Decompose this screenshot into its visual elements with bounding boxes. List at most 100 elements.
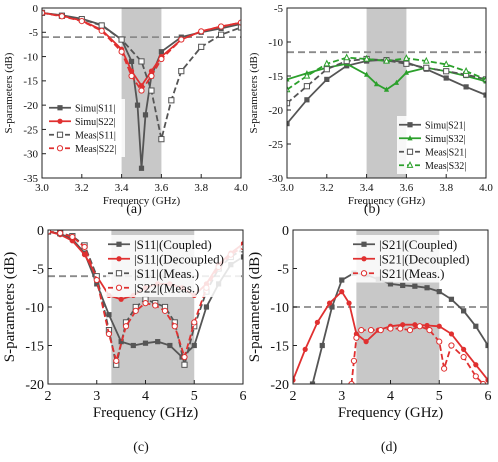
data-point <box>412 322 418 328</box>
data-point <box>181 361 188 368</box>
chart-panel-2: 3.0 3.2 3.4 3.6 3.8 4.0 -5 -10 -15 -20 -25 -30 Frequ… <box>248 3 493 207</box>
x-axis-label: Frequency (GHz) <box>93 405 198 421</box>
legend-marker <box>116 256 122 262</box>
x-tick-label: 3.6 <box>400 182 414 194</box>
y-tick-label: -20 <box>270 378 289 393</box>
data-point <box>363 339 369 345</box>
x-tick-label: 4 <box>142 389 149 404</box>
legend-marker <box>406 148 414 155</box>
series-line-1 <box>311 272 488 384</box>
legend-marker <box>407 122 413 128</box>
data-point <box>158 49 164 55</box>
x-tick-label: 3.0 <box>280 182 294 194</box>
data-point <box>78 18 85 25</box>
data-point <box>161 307 169 314</box>
x-axis-label: Frequency (GHz) <box>348 195 426 207</box>
legend-label: Meas|S21| <box>425 147 466 158</box>
data-point <box>436 338 443 345</box>
data-point <box>293 377 296 383</box>
data-point <box>323 66 330 73</box>
data-point <box>326 300 333 306</box>
series-group <box>287 53 486 127</box>
data-point <box>483 92 486 98</box>
data-point <box>387 325 394 332</box>
data-point <box>58 13 66 20</box>
data-point <box>393 79 400 85</box>
data-point <box>485 342 488 349</box>
y-tick-label: -20 <box>25 378 44 393</box>
plot-frame <box>41 7 242 179</box>
data-point <box>423 64 430 71</box>
legend-label: Simu|S22| <box>75 117 116 128</box>
data-point <box>106 312 112 318</box>
data-point <box>142 300 149 307</box>
data-point <box>105 330 113 338</box>
y-axis-label: S-parameters (dB) <box>3 52 15 133</box>
data-point <box>346 300 352 306</box>
x-tick-label: 3 <box>338 389 345 404</box>
data-point <box>367 327 375 334</box>
legend-marker <box>406 161 414 168</box>
caption-c: (c) <box>133 440 149 455</box>
data-point <box>98 22 105 29</box>
y-tick-label: -35 <box>23 173 38 185</box>
data-point <box>218 23 225 30</box>
data-point <box>436 289 442 295</box>
legend-label: Meas|S22| <box>75 144 116 155</box>
x-tick-label: 3.8 <box>194 182 208 194</box>
data-point <box>443 68 450 75</box>
data-point <box>152 302 159 309</box>
chart-panel-3: 2 3 4 5 6 0 -5 -10 -15 -20 Frequency (GHz) S-parame… <box>2 224 247 421</box>
data-point <box>339 277 345 283</box>
caption-d: (d) <box>380 440 398 455</box>
y-tick-label: -10 <box>268 37 283 49</box>
legend-label: |S11|(Decoupled) <box>134 251 224 266</box>
y-tick-label: -15 <box>23 76 38 88</box>
data-point <box>128 58 135 65</box>
data-point <box>93 276 100 284</box>
x-tick-label: 5 <box>436 389 443 404</box>
data-point <box>343 53 351 61</box>
series-group <box>42 9 241 171</box>
y-tick-label: -30 <box>268 173 283 185</box>
data-point <box>436 323 442 329</box>
data-point <box>81 252 88 258</box>
data-point <box>314 319 320 325</box>
data-point <box>463 84 469 90</box>
data-point <box>113 357 120 364</box>
legend-label: |S11|(Meas.) <box>134 266 199 281</box>
data-point <box>482 75 486 82</box>
caption-b: (b) <box>363 202 381 217</box>
series-group <box>293 270 488 384</box>
data-point <box>191 342 197 349</box>
data-point <box>57 230 64 237</box>
x-tick-label: 3 <box>93 389 100 404</box>
x-axis-label: Frequency (GHz) <box>338 405 443 421</box>
data-point <box>191 319 198 326</box>
plot-frame <box>286 7 487 179</box>
data-point <box>94 281 100 287</box>
data-point <box>158 136 165 143</box>
data-point <box>302 346 308 352</box>
legend-label: |S11|(Coupled) <box>134 237 212 252</box>
data-point <box>158 55 165 63</box>
data-point <box>461 308 467 314</box>
data-point <box>363 54 371 62</box>
data-point <box>304 97 310 103</box>
data-point <box>181 353 188 361</box>
data-point <box>240 254 243 260</box>
data-point <box>460 353 467 361</box>
data-point <box>406 327 414 334</box>
data-point <box>397 325 404 332</box>
legend-marker <box>56 145 64 152</box>
data-point <box>168 97 175 104</box>
data-point <box>287 121 290 127</box>
legend-marker <box>115 270 123 277</box>
data-point <box>309 381 316 384</box>
legend-box <box>106 235 241 297</box>
data-point <box>412 283 418 289</box>
y-tick-label: 0 <box>282 224 289 239</box>
y-tick-label: -10 <box>23 51 38 63</box>
data-point <box>138 58 145 65</box>
